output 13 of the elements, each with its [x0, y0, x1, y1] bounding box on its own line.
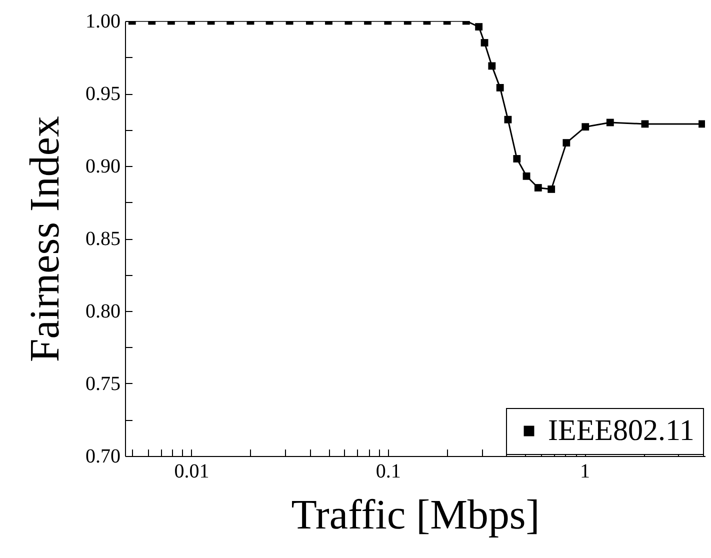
y-axis-title: Fairness Index — [22, 116, 68, 362]
y-tick-label: 0.85 — [86, 228, 120, 250]
x-tick-label: 0.01 — [174, 460, 210, 482]
x-tick-label: 0.1 — [376, 460, 401, 482]
y-tick-label: 0.90 — [86, 156, 120, 178]
y-tick-label: 0.95 — [86, 83, 120, 105]
y-tick-label: 0.75 — [86, 373, 120, 395]
x-tick-label: 1 — [580, 460, 590, 482]
y-tick-label: 0.80 — [86, 300, 120, 322]
y-tick-label: 0.70 — [86, 446, 120, 468]
y-tick-label: 1.00 — [86, 10, 120, 32]
x-axis-title: Traffic [Mbps] — [291, 492, 540, 538]
legend-label: IEEE802.11 — [548, 414, 694, 447]
